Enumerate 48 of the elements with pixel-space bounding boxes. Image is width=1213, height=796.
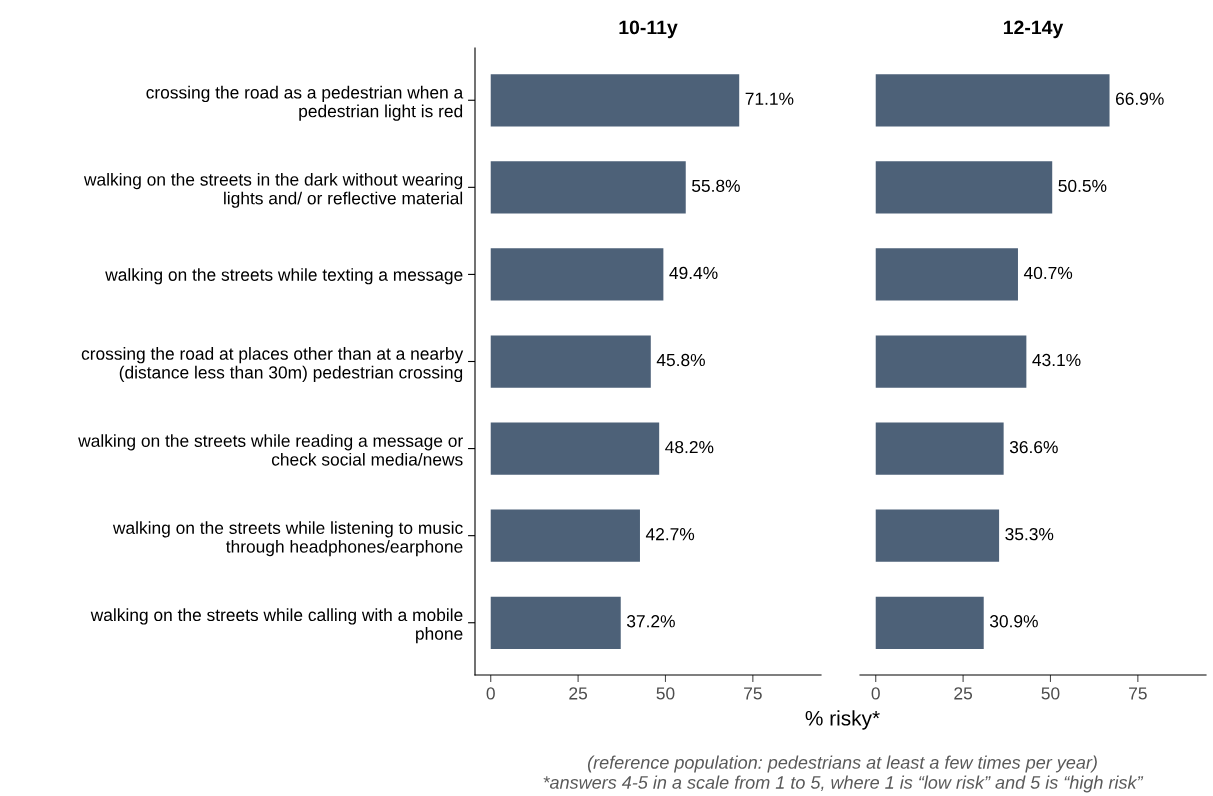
y-tick-label: walking on the streets while listening to music through headphones/earphone [112,521,463,557]
data-label: 36.6% [1009,440,1058,454]
data-label: 42.7% [645,528,695,541]
y-tick-label: walking on the streets in the dark without wearing lights and/ or reflective material [83,172,463,208]
bar [490,422,660,475]
data-label: 71.1% [745,92,794,105]
bar [490,509,640,562]
x-tick-label: 50 [1041,687,1060,700]
bar [875,509,1000,562]
data-label: 50.5% [1058,179,1107,192]
data-label: 35.3% [1005,528,1054,541]
data-label: 40.7% [1023,266,1073,280]
bar [875,248,1018,301]
x-tick-label: 25 [954,687,973,700]
y-tick-label: crossing the road as a pedestrian when a pedestrian light is red [146,85,464,121]
bar [875,422,1004,475]
x-tick-label: 25 [569,687,588,700]
data-label: 30.9% [989,615,1038,628]
data-label: 49.4% [669,266,718,280]
x-tick-label: 75 [744,687,762,700]
y-tick-label: walking on the streets while calling with a mobile phone [90,608,463,644]
data-label: 66.9% [1115,92,1164,105]
data-label: 48.2% [665,440,714,454]
data-label: 45.8% [656,353,705,367]
y-tick-label: walking on the streets while texting a message [105,268,463,285]
bar [490,74,740,127]
bar [875,596,984,649]
chart-title: 10-11y [619,20,678,39]
bar [490,161,686,214]
bar [490,248,664,301]
data-label: 55.8% [692,179,740,192]
bar [875,74,1110,127]
chart-title: 12-14y [1003,20,1064,39]
x-tick-label: 50 [656,687,675,700]
data-label: 37.2% [626,615,675,628]
x-tick-label: 0 [486,687,495,700]
y-tick-label: crossing the road at places other than at a nearby (distance less than 30m) pedestrian crossing [81,347,464,382]
x-tick-label: 75 [1129,687,1147,700]
x-axis-title: % risky* [805,710,880,730]
bar [875,161,1053,214]
data-label: 43.1% [1032,353,1081,367]
bar [490,596,621,649]
x-tick-label: 0 [871,687,880,700]
bar [875,335,1027,388]
text: *answers 4-5 in a scale from 1 to 5, where 1 is “low risk” and 5 is “high risk” [543,775,1144,793]
text: (reference population: pedestrians at least a few times per year) [587,755,1097,773]
y-tick-label: walking on the streets while reading a message or check social media/news [78,434,463,466]
bar [490,335,651,388]
